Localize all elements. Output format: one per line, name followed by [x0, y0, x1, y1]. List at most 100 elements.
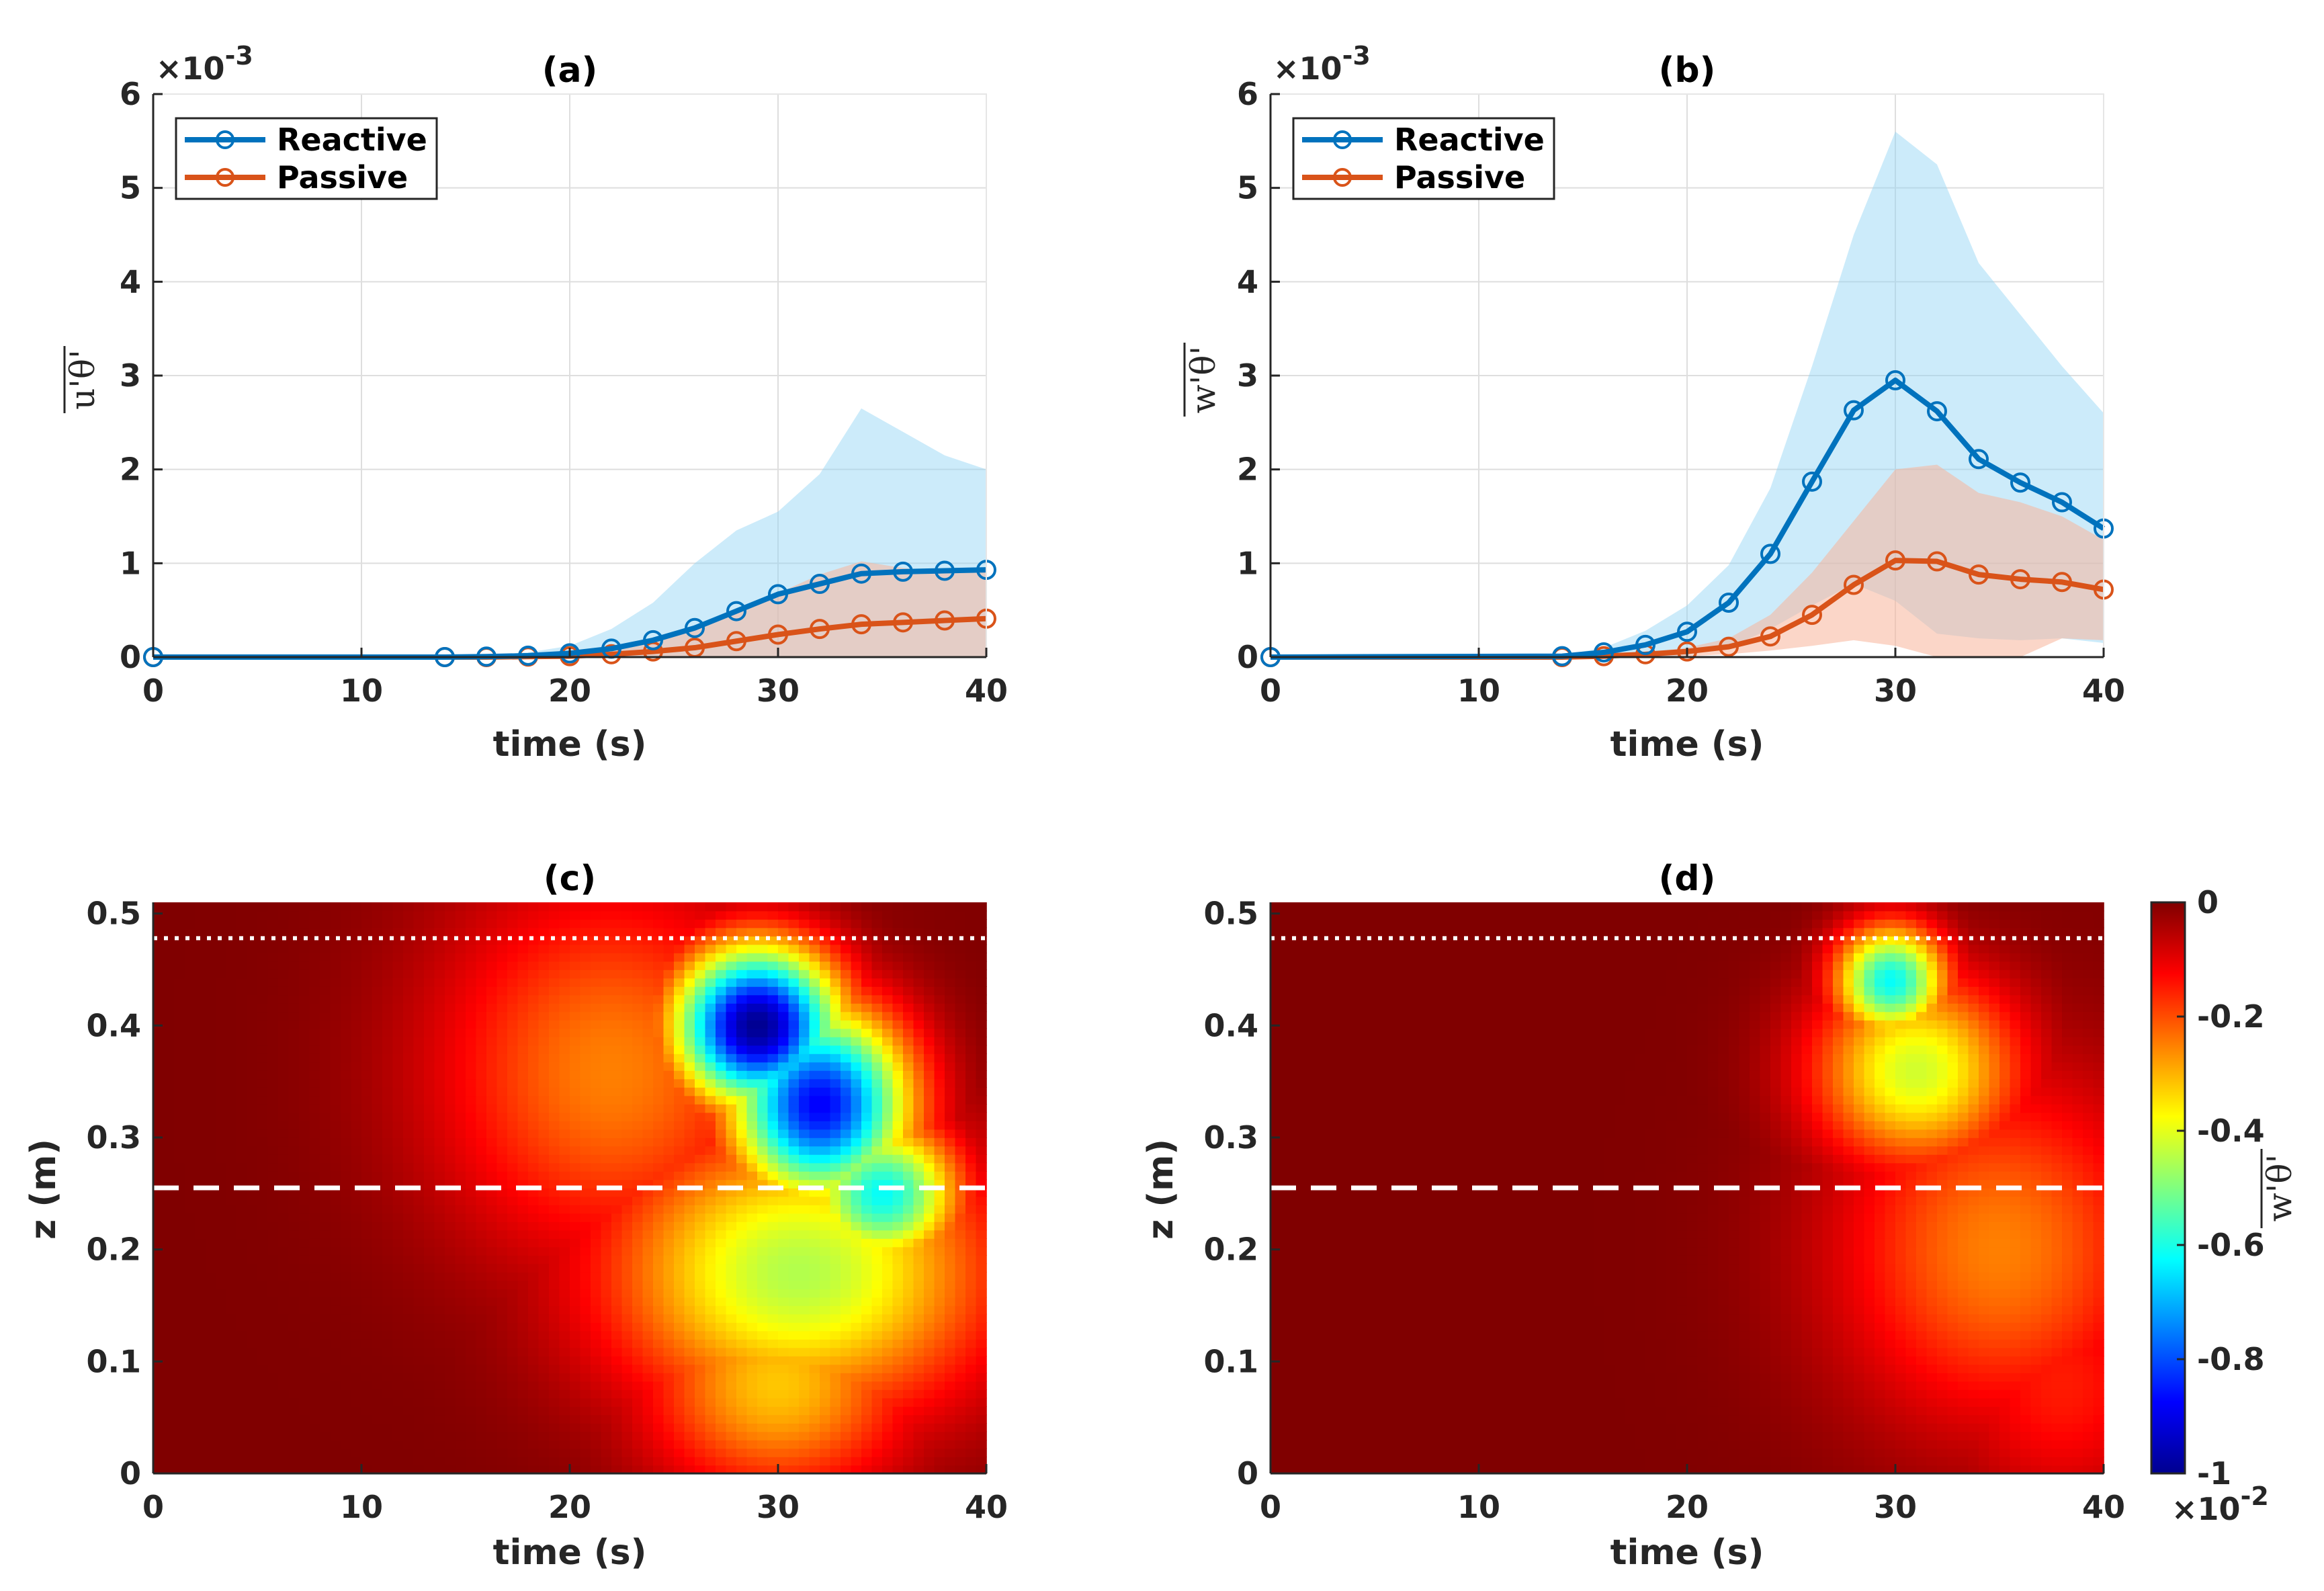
- heat-cell: [455, 1398, 466, 1407]
- heat-cell: [746, 1263, 758, 1273]
- heat-cell: [882, 1465, 894, 1474]
- heat-cell: [497, 1255, 508, 1264]
- heat-cell: [767, 927, 779, 937]
- heat-cell: [507, 1221, 519, 1231]
- heat-cell: [517, 1062, 529, 1071]
- heat-cell: [746, 1078, 758, 1088]
- heat-cell: [778, 970, 789, 979]
- heat-cell: [163, 1314, 175, 1323]
- heat-cell: [392, 1431, 404, 1440]
- heat-cell: [570, 986, 581, 996]
- heat-cell: [267, 1322, 279, 1332]
- heat-cell: [788, 1179, 800, 1189]
- heat-cell: [820, 1246, 831, 1256]
- heat-cell: [226, 1205, 237, 1214]
- heat-cell: [247, 1322, 258, 1332]
- heat-cell: [445, 1255, 456, 1264]
- heat-cell: [153, 1011, 165, 1021]
- heat-cell: [403, 1213, 415, 1222]
- heat-cell: [424, 1112, 435, 1121]
- heat-cell: [559, 1003, 570, 1013]
- heat-cell: [653, 902, 664, 912]
- heat-cell: [424, 1457, 435, 1466]
- heat-cell: [674, 1078, 685, 1088]
- heat-cell: [205, 986, 216, 996]
- heat-cell: [882, 1137, 894, 1147]
- heat-cell: [247, 1011, 258, 1021]
- heat-cell: [486, 1045, 498, 1054]
- heat-cell: [445, 1230, 456, 1239]
- heat-cell: [257, 910, 269, 920]
- heat-cell: [236, 1154, 248, 1164]
- heat-cell: [684, 1414, 695, 1424]
- heat-cell: [830, 1297, 841, 1306]
- heat-cell: [642, 1129, 654, 1138]
- heat-cell: [507, 1406, 519, 1416]
- heat-cell: [226, 1246, 237, 1256]
- heat-cell: [591, 1003, 602, 1013]
- heat-cell: [716, 1003, 727, 1013]
- heat-cell: [299, 1440, 310, 1449]
- heat-cell: [559, 1440, 570, 1449]
- heat-cell: [434, 1330, 445, 1340]
- heat-cell: [195, 1003, 206, 1013]
- heat-cell: [341, 986, 352, 996]
- heat-cell: [455, 1373, 466, 1382]
- heat-cell: [820, 1440, 831, 1449]
- heat-cell: [726, 1465, 737, 1474]
- heat-cell: [257, 1414, 269, 1424]
- heat-cell: [653, 1078, 664, 1088]
- heat-cell: [663, 919, 675, 929]
- heat-cell: [549, 1003, 560, 1013]
- heat-cell: [663, 1330, 675, 1340]
- heat-cell: [778, 1305, 789, 1315]
- heat-cell: [684, 1162, 695, 1172]
- heat-cell: [767, 1230, 779, 1239]
- heat-cell: [257, 1381, 269, 1390]
- heat-cell: [267, 1045, 279, 1054]
- heat-cell: [330, 1389, 341, 1399]
- heat-cell: [830, 1465, 841, 1474]
- heat-cell: [674, 1003, 685, 1013]
- heat-cell: [257, 1112, 269, 1121]
- heat-cell: [507, 1440, 519, 1449]
- heat-cell: [663, 1339, 675, 1348]
- heat-cell: [184, 910, 196, 920]
- heat-cell: [632, 1078, 644, 1088]
- heat-cell: [226, 1330, 237, 1340]
- heat-cell: [746, 1347, 758, 1357]
- heat-cell: [351, 1196, 362, 1205]
- heat-cell: [236, 1465, 248, 1474]
- heat-cell: [257, 1272, 269, 1281]
- heat-cell: [861, 944, 873, 953]
- heat-cell: [746, 1440, 758, 1449]
- heat-cell: [528, 1095, 540, 1105]
- heat-cell: [195, 1263, 206, 1273]
- heat-cell: [288, 961, 300, 970]
- heat-cell: [434, 1389, 445, 1399]
- heat-cell: [746, 1146, 758, 1155]
- heat-cell: [455, 1146, 466, 1155]
- heat-cell: [466, 1070, 477, 1080]
- heat-cell: [695, 1448, 706, 1457]
- heat-cell: [601, 1373, 612, 1382]
- heat-cell: [257, 1146, 269, 1155]
- heat-cell: [621, 1045, 633, 1054]
- heat-cell: [871, 1314, 883, 1323]
- heat-cell: [871, 1045, 883, 1054]
- heat-cell: [778, 1146, 789, 1155]
- heat-cell: [236, 1037, 248, 1046]
- heat-cell: [788, 1280, 800, 1289]
- heat-cell: [341, 1457, 352, 1466]
- heat-cell: [653, 1414, 664, 1424]
- heat-cell: [507, 1062, 519, 1071]
- heat-cell: [184, 1457, 196, 1466]
- heat-cell: [309, 1028, 320, 1037]
- heat-cell: [882, 1070, 894, 1080]
- heat-cell: [528, 1440, 540, 1449]
- heat-cell: [455, 1062, 466, 1071]
- heat-cell: [570, 1045, 581, 1054]
- heat-cell: [382, 902, 394, 912]
- heat-cell: [497, 1104, 508, 1113]
- heat-cell: [424, 961, 435, 970]
